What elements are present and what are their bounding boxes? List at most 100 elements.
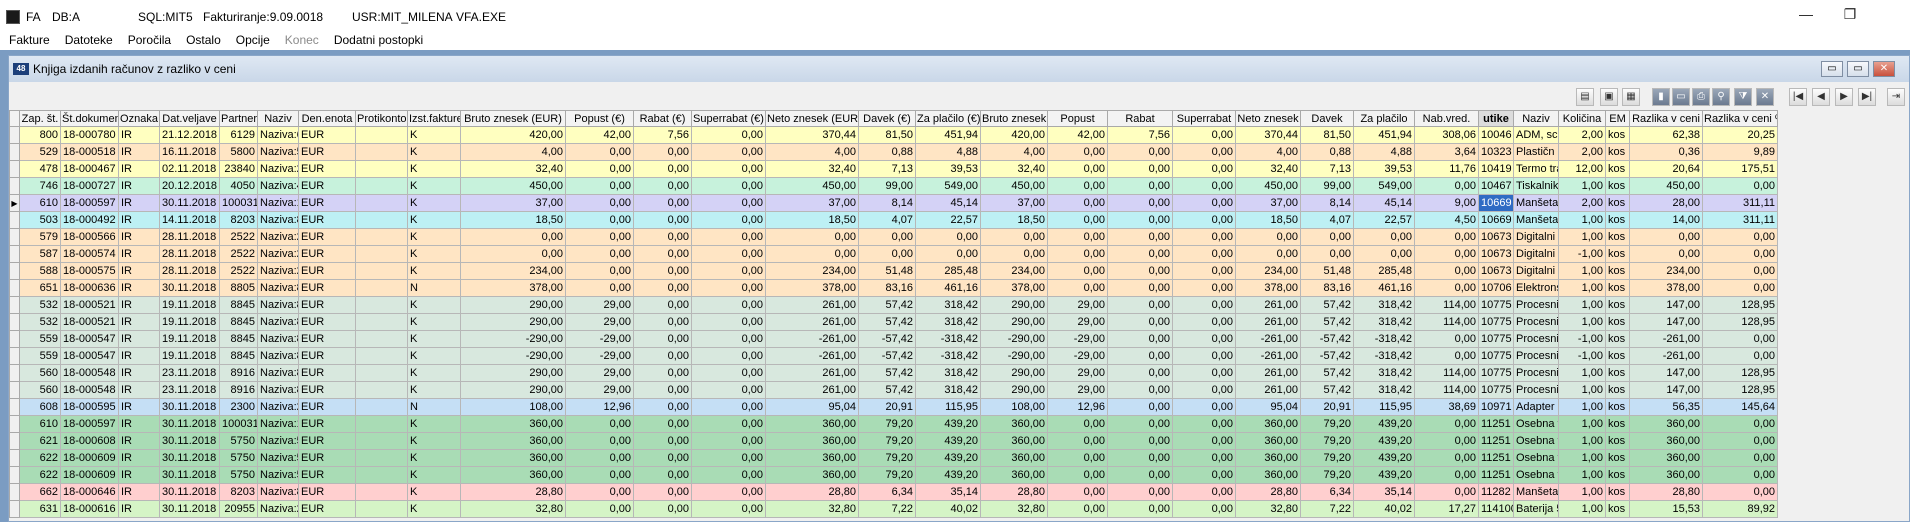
- table-cell[interactable]: Naziva:8: [257, 483, 299, 501]
- table-cell[interactable]: 0,00: [1047, 449, 1108, 467]
- table-cell[interactable]: 610: [19, 194, 61, 212]
- table-cell[interactable]: 0,00: [1702, 330, 1778, 348]
- column-header[interactable]: Popust (€): [565, 110, 634, 127]
- table-cell[interactable]: 39,53: [915, 160, 981, 178]
- table-cell[interactable]: 9,89: [1702, 143, 1778, 161]
- table-cell[interactable]: K: [407, 313, 461, 331]
- table-cell[interactable]: kos: [1605, 262, 1630, 280]
- table-cell[interactable]: 0,00: [1107, 211, 1173, 229]
- table-cell[interactable]: 378,00: [460, 279, 566, 297]
- table-cell[interactable]: 32,40: [460, 160, 566, 178]
- table-cell[interactable]: 261,00: [1235, 313, 1301, 331]
- table-cell[interactable]: 1,00: [1558, 415, 1606, 433]
- table-cell[interactable]: EUR: [298, 194, 356, 212]
- table-cell[interactable]: K: [407, 177, 461, 195]
- table-cell[interactable]: 10323: [1478, 143, 1514, 161]
- calendar-icon[interactable]: ▦: [1622, 88, 1640, 106]
- table-cell[interactable]: 0,00: [1414, 228, 1479, 246]
- table-cell[interactable]: 0,00: [1414, 347, 1479, 365]
- table-cell[interactable]: 20,25: [1702, 126, 1778, 144]
- column-header[interactable]: Rabat (€): [633, 110, 692, 127]
- table-cell[interactable]: 608: [19, 398, 61, 416]
- table-cell[interactable]: 10775: [1478, 296, 1514, 314]
- table-cell[interactable]: 51,48: [1300, 262, 1354, 280]
- table-cell[interactable]: 1,00: [1558, 466, 1606, 484]
- table-cell[interactable]: Naziva:2: [257, 228, 299, 246]
- table-cell[interactable]: 0,00: [565, 211, 634, 229]
- table-cell[interactable]: 18-000548: [60, 364, 119, 382]
- table-cell[interactable]: 2,00: [1558, 126, 1606, 144]
- table-cell[interactable]: 23840: [219, 160, 258, 178]
- table-cell[interactable]: Termo tra: [1513, 160, 1559, 178]
- table-cell[interactable]: 79,20: [1300, 432, 1354, 450]
- table-cell[interactable]: 308,06: [1414, 126, 1479, 144]
- table-cell[interactable]: 18-000616: [60, 500, 119, 518]
- table-cell[interactable]: 0,00: [633, 143, 692, 161]
- table-cell[interactable]: 0,00: [1172, 194, 1236, 212]
- column-header[interactable]: Protikonto: [355, 110, 408, 127]
- table-cell[interactable]: 800: [19, 126, 61, 144]
- table-cell[interactable]: Naziva:8: [257, 296, 299, 314]
- table-cell[interactable]: 290,00: [980, 381, 1048, 399]
- table-cell[interactable]: 29,00: [1047, 364, 1108, 382]
- row-indicator[interactable]: [9, 415, 20, 433]
- table-cell[interactable]: -29,00: [1047, 330, 1108, 348]
- table-cell[interactable]: 651: [19, 279, 61, 297]
- table-cell[interactable]: 2522: [219, 262, 258, 280]
- table-cell[interactable]: Naziva:8: [257, 279, 299, 297]
- table-cell[interactable]: 378,00: [980, 279, 1048, 297]
- table-cell[interactable]: 4,00: [460, 143, 566, 161]
- column-header[interactable]: Naziv: [257, 110, 299, 127]
- table-cell[interactable]: -261,00: [765, 330, 859, 348]
- table-cell[interactable]: 261,00: [765, 296, 859, 314]
- table-cell[interactable]: 4050: [219, 177, 258, 195]
- table-cell[interactable]: 0,00: [765, 245, 859, 263]
- table-cell[interactable]: 1,00: [1558, 449, 1606, 467]
- table-cell[interactable]: Adapter: [1513, 398, 1559, 416]
- table-cell[interactable]: 18,50: [980, 211, 1048, 229]
- table-cell[interactable]: K: [407, 381, 461, 399]
- table-cell[interactable]: 0,00: [565, 262, 634, 280]
- table-cell[interactable]: 0,88: [858, 143, 916, 161]
- table-cell[interactable]: 57,42: [858, 381, 916, 399]
- table-cell[interactable]: 57,42: [1300, 296, 1354, 314]
- table-cell[interactable]: 18-000566: [60, 228, 119, 246]
- table-cell[interactable]: 0,00: [915, 245, 981, 263]
- table-cell[interactable]: 0,00: [691, 449, 766, 467]
- table-cell[interactable]: 0,00: [565, 279, 634, 297]
- table-cell[interactable]: 234,00: [1235, 262, 1301, 280]
- table-cell[interactable]: 19.11.2018: [159, 330, 220, 348]
- table-cell[interactable]: EUR: [298, 296, 356, 314]
- table-cell[interactable]: 38,69: [1414, 398, 1479, 416]
- table-cell[interactable]: 450,00: [980, 177, 1048, 195]
- table-cell[interactable]: IR: [118, 177, 160, 195]
- table-cell[interactable]: Naziva:8: [257, 347, 299, 365]
- table-cell[interactable]: 0,88: [1300, 143, 1354, 161]
- table-cell[interactable]: [355, 211, 408, 229]
- row-indicator[interactable]: [9, 500, 20, 518]
- table-cell[interactable]: 32,80: [460, 500, 566, 518]
- table-cell[interactable]: EUR: [298, 364, 356, 382]
- table-cell[interactable]: Elektrons: [1513, 279, 1559, 297]
- table-cell[interactable]: 1,00: [1558, 500, 1606, 518]
- table-cell[interactable]: 1,00: [1558, 483, 1606, 501]
- table-cell[interactable]: 22,57: [915, 211, 981, 229]
- table-cell[interactable]: 360,00: [460, 466, 566, 484]
- table-cell[interactable]: 360,00: [765, 449, 859, 467]
- table-cell[interactable]: 10673: [1478, 245, 1514, 263]
- table-cell[interactable]: 0,00: [1107, 228, 1173, 246]
- table-cell[interactable]: Naziva:8: [257, 211, 299, 229]
- menu-poroila[interactable]: Poročila: [127, 33, 172, 47]
- table-cell[interactable]: IR: [118, 415, 160, 433]
- prev-record-icon[interactable]: ◀: [1812, 88, 1830, 106]
- table-cell[interactable]: 0,00: [1702, 279, 1778, 297]
- table-cell[interactable]: 290,00: [980, 313, 1048, 331]
- table-cell[interactable]: 8916: [219, 364, 258, 382]
- table-cell[interactable]: 1,00: [1558, 313, 1606, 331]
- table-cell[interactable]: -57,42: [1300, 347, 1354, 365]
- table-cell[interactable]: 0,00: [1235, 245, 1301, 263]
- table-cell[interactable]: 7,22: [858, 500, 916, 518]
- table-cell[interactable]: 0,00: [1107, 194, 1173, 212]
- table-cell[interactable]: 0,00: [565, 415, 634, 433]
